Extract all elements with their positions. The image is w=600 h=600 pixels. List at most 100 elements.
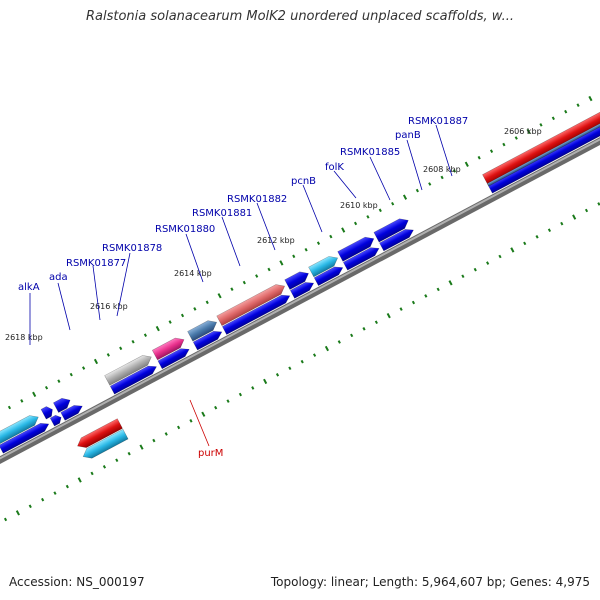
reverse-gene-row[interactable] [75, 418, 129, 462]
upper-tick [304, 247, 308, 252]
tick-label-2618: 2618 kbp [5, 333, 43, 342]
forward-gene-row[interactable] [0, 104, 600, 480]
upper-tick [32, 391, 37, 398]
gene-arrow[interactable] [151, 335, 186, 361]
gene-arrow-purM[interactable] [75, 418, 123, 451]
gene-arrow-reverse[interactable] [81, 428, 129, 461]
upper-tick [452, 169, 457, 173]
lower-tick [90, 471, 94, 476]
upper-tick [82, 366, 86, 370]
gene-label-RSMK01880[interactable]: RSMK01880 [155, 224, 215, 235]
gene-arrow[interactable] [0, 420, 51, 454]
upper-tick [7, 405, 12, 410]
lower-tick [312, 353, 317, 357]
gene-label-folK[interactable]: folK [325, 162, 344, 173]
gene-label-RSMK01887[interactable]: RSMK01887 [408, 116, 468, 127]
gene-arrow[interactable] [373, 215, 411, 243]
upper-tick [292, 254, 296, 259]
gene-arrow[interactable] [60, 402, 85, 421]
gene-arrow[interactable] [157, 345, 191, 370]
gene-label-RSMK01878[interactable]: RSMK01878 [102, 243, 162, 254]
lower-tick [275, 373, 280, 377]
gene-arrow[interactable] [216, 281, 288, 327]
lower-tick [127, 451, 131, 456]
tick-label-2614: 2614 kbp [174, 269, 212, 278]
gene-label-alkA[interactable]: alkA [18, 282, 40, 293]
lower-tick [263, 378, 268, 385]
forward-blue-row[interactable] [0, 113, 600, 494]
upper-tick [193, 307, 197, 311]
upper-tick [205, 300, 209, 305]
upper-tick [69, 372, 73, 377]
lower-tick [510, 247, 515, 253]
purM-leader [189, 399, 210, 447]
accession-text: Accession: NS_000197 [9, 575, 145, 589]
lower-tick [436, 287, 440, 292]
gene-arrow[interactable] [222, 292, 292, 335]
lower-tick [386, 312, 391, 319]
gene-arrow[interactable] [0, 412, 41, 447]
lower-tick [238, 392, 242, 397]
lower-tick [3, 517, 8, 522]
lower-tick [139, 444, 144, 450]
gene-arrow[interactable] [49, 413, 63, 427]
lower-tick [77, 477, 82, 483]
gene-arrow[interactable] [486, 113, 600, 187]
gene-label-RSMK01882[interactable]: RSMK01882 [227, 194, 287, 205]
upper-tick [564, 109, 568, 114]
lower-tick [324, 345, 329, 352]
gene-label-purM[interactable]: purM [198, 448, 223, 459]
gene-arrow[interactable] [313, 264, 345, 287]
gene-arrow[interactable] [308, 253, 341, 278]
gene-arrow[interactable] [379, 226, 416, 252]
tick-labels: 2618 kbp 2616 kbp 2614 kbp 2612 kbp 2610… [5, 127, 542, 342]
gene-arrow[interactable] [187, 317, 220, 342]
upper-tick [44, 385, 49, 390]
gene-label-RSMK01877[interactable]: RSMK01877 [66, 258, 126, 269]
gene-arrow[interactable] [104, 352, 154, 386]
tick-label-2616: 2616 kbp [90, 302, 128, 311]
upper-tick [526, 128, 531, 135]
gene-arrow[interactable] [192, 328, 224, 351]
genome-summary-text: Topology: linear; Length: 5,964,607 bp; … [270, 575, 590, 589]
lower-tick [535, 235, 539, 239]
upper-tick [180, 313, 185, 318]
lower-tick [53, 491, 57, 495]
gene-arrow[interactable] [337, 234, 377, 262]
gene-arrow[interactable] [40, 405, 55, 420]
upper-tick [93, 358, 99, 365]
lower-tick [424, 294, 428, 298]
gene-label-panB[interactable]: panB [395, 130, 421, 141]
gene-label-RSMK01885[interactable]: RSMK01885 [340, 147, 400, 158]
upper-tick [316, 241, 321, 245]
lower-tick [189, 419, 193, 423]
upper-tick [279, 260, 284, 266]
gene-label-RSMK01881[interactable]: RSMK01881 [192, 208, 252, 219]
lower-tick [523, 241, 527, 246]
gene-arrow[interactable] [53, 395, 72, 413]
upper-tick [20, 399, 24, 403]
upper-tick [106, 353, 110, 357]
lower-tick [300, 359, 304, 364]
gene-arrow[interactable] [284, 269, 311, 290]
lower-tick [547, 228, 552, 233]
gene-arrow[interactable] [343, 244, 381, 271]
lower-tick [102, 465, 107, 469]
gene-arrow[interactable] [482, 104, 600, 185]
gene-arrow[interactable] [290, 279, 315, 299]
upper-tick [551, 116, 555, 121]
gene-arrow[interactable] [109, 363, 158, 395]
gene-label-pcnB[interactable]: pcnB [291, 176, 316, 187]
gene-label-ada[interactable]: ada [49, 272, 68, 283]
upper-tick-row [7, 95, 593, 410]
lower-tick [28, 504, 32, 509]
lower-tick [362, 327, 366, 331]
upper-tick [514, 136, 518, 140]
genome-axis-group [0, 95, 600, 522]
tick-label-2610: 2610 kbp [340, 201, 378, 210]
lower-tick [572, 214, 577, 220]
lower-tick [41, 497, 45, 502]
upper-tick [428, 182, 432, 186]
upper-tick [255, 274, 259, 278]
